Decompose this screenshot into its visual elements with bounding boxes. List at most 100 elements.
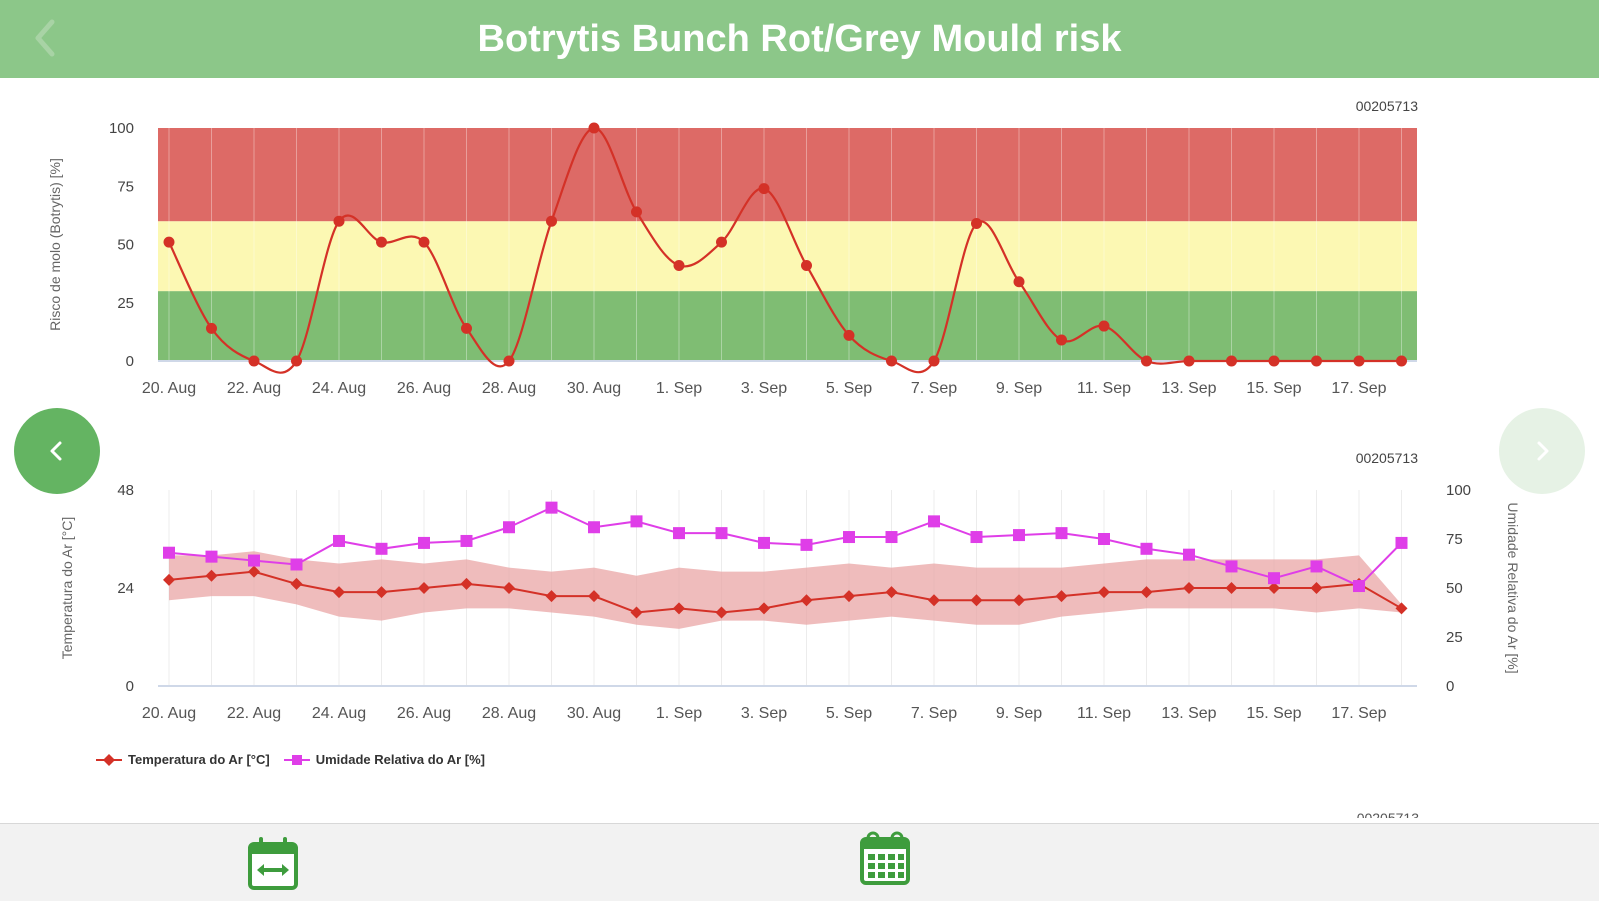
x-tick-label: 11. Sep [1077, 380, 1131, 397]
x-tick-label: 26. Aug [397, 705, 451, 722]
x-tick-label: 13. Sep [1161, 380, 1216, 397]
station-id-label: 00205713 [1356, 450, 1419, 466]
humidity-point [843, 531, 855, 544]
y-axis-label: Temperatura do Ar [°C] [59, 517, 75, 660]
previous-station-button[interactable] [14, 408, 100, 494]
risk-point [801, 259, 812, 271]
risk-point [1226, 355, 1237, 367]
legend-item-temperature[interactable]: Temperatura do Ar [°C] [96, 752, 270, 767]
humidity-marker-icon [283, 754, 310, 765]
risk-point [1183, 355, 1195, 367]
temperature-point [248, 565, 260, 578]
risk-point [716, 236, 727, 248]
y-tick-label: 75 [117, 178, 134, 195]
humidity-point [1353, 580, 1365, 593]
humidity-point [1225, 560, 1238, 573]
temperature-range-band [169, 551, 1402, 629]
x-tick-label: 9. Sep [996, 380, 1042, 397]
humidity-point [1013, 529, 1025, 542]
humidity-point [290, 558, 303, 571]
x-tick-label: 24. Aug [312, 705, 366, 722]
app-header: Botrytis Bunch Rot/Grey Mould risk [0, 0, 1599, 78]
x-tick-label: 13. Sep [1161, 705, 1216, 722]
temperature-point [588, 590, 600, 603]
y-right-tick-label: 50 [1446, 580, 1463, 597]
legend-label-temperature: Temperatura do Ar [°C] [128, 752, 270, 767]
risk-point [588, 122, 600, 134]
risk-point [843, 329, 855, 341]
humidity-point [375, 542, 388, 555]
y-axis-label: Risco de molo (Botrytis) [%] [47, 158, 63, 331]
humidity-point [545, 501, 558, 514]
temperature-marker-icon [96, 753, 122, 766]
risk-band-medium [158, 221, 1417, 292]
risk-point [291, 355, 302, 367]
x-tick-label: 30. Aug [567, 705, 621, 722]
humidity-point [248, 554, 260, 567]
risk-point [1141, 355, 1152, 367]
x-tick-label: 17. Sep [1331, 380, 1386, 397]
temperature-point [970, 594, 983, 607]
risk-point [758, 183, 770, 195]
risk-point [333, 215, 345, 227]
chevron-left-icon [50, 441, 62, 461]
x-tick-label: 15. Sep [1246, 380, 1301, 397]
temperature-point [800, 594, 813, 607]
temperature-humidity-chart: 0 24 48 0 25 50 75 100 20. Aug 22. Aug 24. Aug 26. … [59, 450, 1521, 722]
y-tick-label: 0 [126, 678, 134, 695]
temperature-point [375, 586, 388, 599]
y-right-axis-label: Umidade Relativa do Ar [%] [1505, 502, 1521, 673]
legend-item-humidity[interactable]: Umidade Relativa do Ar [%] [283, 752, 485, 767]
calendar-range-icon[interactable] [246, 836, 300, 894]
temperature-point [928, 594, 940, 607]
y-tick-label: 24 [117, 580, 134, 597]
x-tick-label: 1. Sep [656, 705, 702, 722]
x-tick-label: 20. Aug [142, 380, 196, 397]
botrytis-risk-chart: 0 25 50 75 100 20. Aug 22. Aug 24. Aug 26. Aug 28… [47, 98, 1419, 397]
next-station-button[interactable] [1499, 408, 1585, 494]
x-tick-label: 3. Sep [741, 705, 787, 722]
humidity-point [885, 531, 898, 544]
y-tick-label: 25 [117, 295, 134, 312]
risk-point [971, 218, 982, 230]
risk-point [546, 215, 557, 227]
y-tick-label: 0 [126, 353, 134, 370]
page-title: Botrytis Bunch Rot/Grey Mould risk [477, 17, 1122, 60]
risk-point [886, 355, 897, 367]
risk-point [1013, 276, 1025, 288]
risk-point [1056, 334, 1067, 346]
x-tick-label: 28. Aug [482, 380, 536, 397]
y-tick-label: 50 [117, 237, 134, 254]
temperature-point [843, 590, 855, 603]
x-tick-label: 7. Sep [911, 380, 957, 397]
risk-point [503, 355, 515, 367]
x-tick-label: 7. Sep [911, 705, 957, 722]
humidity-point [503, 521, 515, 534]
chevron-right-icon [1537, 441, 1549, 461]
risk-point [418, 236, 430, 248]
temperature-point [1225, 582, 1238, 594]
risk-point [1311, 355, 1322, 367]
humidity-point [163, 546, 175, 559]
temperature-point [333, 586, 345, 599]
station-id-label: 00205713 [1356, 98, 1419, 114]
risk-point [461, 322, 472, 334]
y-right-tick-label: 0 [1446, 678, 1454, 695]
x-tick-label: 5. Sep [826, 705, 872, 722]
risk-point [206, 322, 217, 334]
y-right-tick-label: 25 [1446, 629, 1463, 646]
humidity-point [1140, 542, 1153, 555]
calendar-icon[interactable] [858, 829, 912, 887]
humidity-point [1310, 560, 1323, 573]
humidity-point [205, 550, 218, 563]
chevron-left-icon[interactable] [26, 16, 66, 60]
humidity-point [460, 534, 473, 547]
humidity-point [1183, 548, 1195, 561]
risk-point [248, 355, 260, 367]
y-tick-label: 100 [109, 120, 134, 137]
x-tick-label: 28. Aug [482, 705, 536, 722]
humidity-point [418, 536, 430, 549]
x-tick-label: 26. Aug [397, 380, 451, 397]
humidity-point [333, 534, 345, 547]
temperature-point [418, 582, 430, 594]
